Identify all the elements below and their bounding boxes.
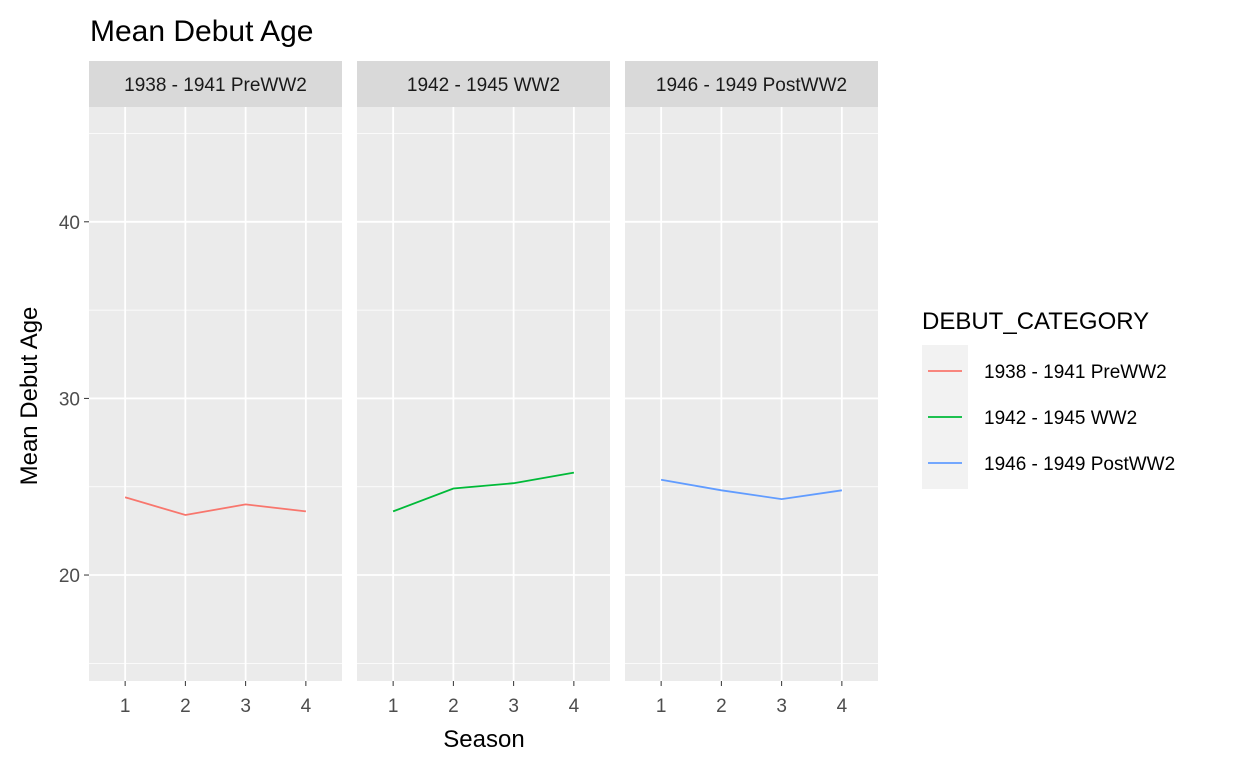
legend-label: 1938 - 1941 PreWW2 [984,362,1167,383]
y-axis: 20 30 40 [59,213,89,587]
chart-title: Mean Debut Age [90,15,314,48]
series-line [392,471,575,513]
facet-strip-label: 1938 - 1941 PreWW2 [124,75,307,96]
x-tick-label: 2 [180,696,191,717]
y-tick-label: 40 [59,213,80,234]
panel-background [357,107,610,681]
facet-strip-label: 1942 - 1945 WW2 [407,75,560,96]
legend-label: 1942 - 1945 WW2 [984,408,1137,429]
facet-strip-label: 1946 - 1949 PostWW2 [656,75,847,96]
series-line [660,478,843,501]
x-tick-label: 4 [569,696,580,717]
y-tick-label: 30 [59,389,80,410]
panels-group: 1938 - 1941 PreWW2 1 2 3 4 1942 - 1945 WW2 1 2 3… [89,61,878,717]
panel-background [625,107,878,681]
facet-strip [357,61,610,107]
facet-strip [625,61,878,107]
y-axis-title: Mean Debut Age [16,307,43,486]
x-axis-title: Season [443,726,524,753]
facet-panel: 1942 - 1945 WW2 1 2 3 4 [357,61,610,717]
x-tick-label: 3 [240,696,251,717]
x-tick-label: 1 [388,696,399,717]
x-tick-label: 2 [716,696,727,717]
legend-title: DEBUT_CATEGORY [922,308,1149,335]
legend: DEBUT_CATEGORY 1938 - 1941 PreWW2 1942 - … [922,308,1175,489]
x-tick-label: 4 [301,696,312,717]
x-tick-label: 1 [120,696,131,717]
x-tick-label: 1 [656,696,667,717]
x-tick-label: 4 [837,696,848,717]
legend-label: 1946 - 1949 PostWW2 [984,454,1175,475]
x-tick-label: 2 [448,696,459,717]
series-line [124,496,307,516]
x-tick-label: 3 [776,696,787,717]
facet-strip [89,61,342,107]
facet-panel: 1946 - 1949 PostWW2 1 2 3 4 [625,61,878,717]
facet-panel: 1938 - 1941 PreWW2 1 2 3 4 [89,61,342,717]
x-tick-label: 3 [508,696,519,717]
y-tick-label: 20 [59,566,80,587]
panel-background [89,107,342,681]
